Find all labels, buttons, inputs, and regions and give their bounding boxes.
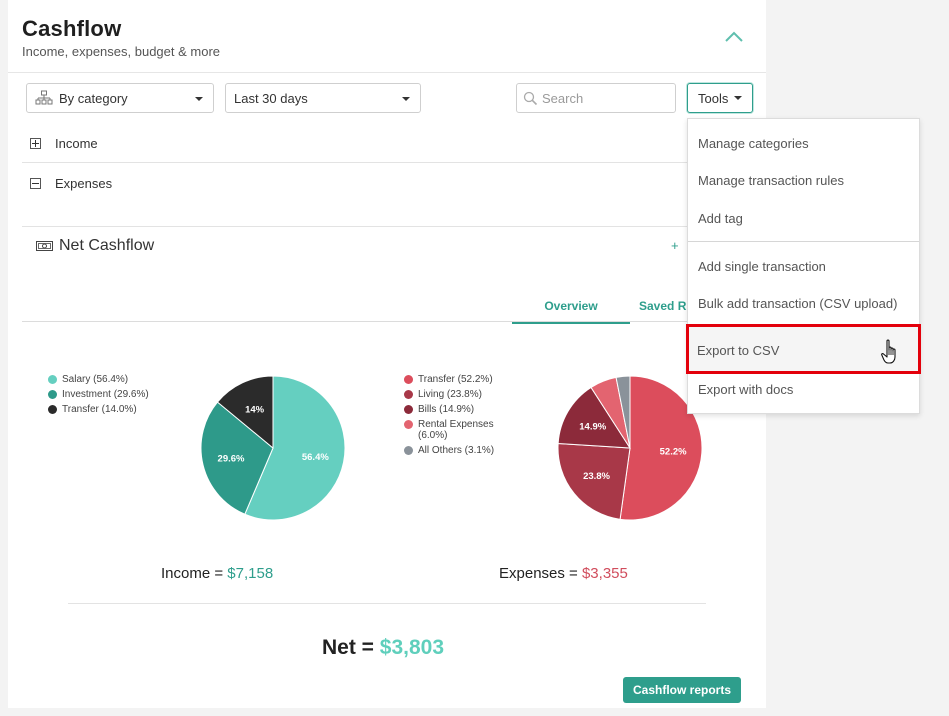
header-divider: [8, 72, 766, 73]
legend-label: Investment (29.6%): [62, 389, 149, 400]
expenses-pie-label: 14.9%: [579, 422, 606, 433]
income-pie-label: 56.4%: [302, 452, 329, 463]
income-pie-slice[interactable]: [216, 375, 274, 450]
legend-label: Transfer (14.0%): [62, 404, 137, 415]
page-title: Cashflow: [22, 16, 122, 41]
menu-item-export-docs[interactable]: Export with docs: [698, 382, 794, 397]
tab-overview[interactable]: Overview: [512, 299, 630, 324]
net-total-label: Net =: [322, 636, 380, 659]
row-divider: [22, 162, 762, 163]
expand-icon[interactable]: [30, 137, 41, 149]
menu-divider: [688, 241, 919, 242]
legend-swatch: [404, 375, 413, 384]
net-total: Net = $3,803: [322, 636, 444, 660]
net-cashflow-add[interactable]: +: [671, 238, 679, 253]
income-pie-slice[interactable]: [244, 375, 346, 521]
income-legend: Salary (56.4%) Investment (29.6%) Transfer…: [48, 374, 149, 419]
date-range-value: Last 30 days: [234, 90, 308, 106]
menu-item-manage-rules[interactable]: Manage transaction rules: [698, 173, 844, 188]
expenses-legend-item: Rental Expenses (6.0%): [404, 419, 514, 441]
expenses-legend-item: Bills (14.9%): [404, 404, 514, 415]
net-cashflow-heading: Net Cashflow: [36, 237, 154, 255]
caret-down-icon: [402, 97, 410, 101]
expenses-pie-label: 23.8%: [583, 471, 610, 482]
org-chart-icon: [35, 90, 53, 105]
expenses-row-label: Expenses: [55, 175, 113, 191]
legend-swatch: [404, 390, 413, 399]
expenses-pie-chart: 52.2% 23.8% 14.9%: [557, 375, 703, 521]
expenses-pie-slice[interactable]: [557, 442, 631, 520]
caret-down-icon: [195, 97, 203, 101]
expenses-legend-item: All Others (3.1%): [404, 445, 514, 456]
caret-down-icon: [734, 96, 743, 100]
income-pie-slice[interactable]: [200, 401, 274, 515]
legend-label: Salary (56.4%): [62, 374, 129, 385]
menu-item-bulk-add[interactable]: Bulk add transaction (CSV upload): [698, 296, 898, 311]
income-total: Income = $7,158: [161, 565, 273, 582]
expenses-pie-slice[interactable]: [619, 375, 703, 521]
search-icon: [523, 91, 538, 105]
tools-label: Tools: [698, 90, 729, 106]
export-csv-highlight[interactable]: Export to CSV: [686, 324, 921, 374]
income-legend-item: Investment (29.6%): [48, 389, 149, 400]
expenses-legend: Transfer (52.2%) Living (23.8%) Bills (14.…: [404, 374, 514, 460]
menu-item-export-csv[interactable]: Export to CSV: [697, 343, 780, 358]
row-divider: [22, 226, 762, 227]
tab-saved-reports[interactable]: Saved R: [639, 299, 687, 313]
income-row[interactable]: Income: [22, 134, 762, 152]
menu-item-add-single[interactable]: Add single transaction: [698, 259, 826, 274]
menu-item-manage-categories[interactable]: Manage categories: [698, 136, 809, 151]
cash-icon: [36, 241, 53, 251]
income-pie-label: 29.6%: [218, 454, 245, 465]
legend-swatch: [404, 405, 413, 414]
income-pie-label: 14%: [245, 404, 265, 415]
cashflow-card: Cashflow Income, expenses, budget & more…: [8, 0, 766, 708]
group-by-dropdown[interactable]: By category: [26, 83, 214, 113]
expenses-pie-slice[interactable]: [615, 375, 631, 449]
hand-cursor-icon: [881, 339, 896, 364]
net-total-amount: $3,803: [379, 636, 445, 659]
legend-swatch: [48, 390, 57, 399]
search-box[interactable]: [516, 83, 676, 113]
income-legend-item: Salary (56.4%): [48, 374, 149, 385]
legend-swatch: [404, 420, 413, 429]
date-range-dropdown[interactable]: Last 30 days: [225, 83, 421, 113]
legend-label: Rental Expenses (6.0%): [418, 419, 494, 441]
legend-label: All Others (3.1%): [418, 445, 495, 456]
expenses-total-amount: $3,355: [581, 565, 628, 582]
legend-swatch: [404, 446, 413, 455]
income-legend-item: Transfer (14.0%): [48, 404, 149, 415]
net-cashflow-label: Net Cashflow: [59, 237, 155, 254]
expenses-row[interactable]: Expenses: [22, 174, 762, 192]
expenses-pie-slice[interactable]: [557, 386, 631, 449]
menu-item-add-tag[interactable]: Add tag: [698, 211, 743, 226]
tools-button[interactable]: Tools: [687, 83, 753, 113]
legend-swatch: [48, 375, 57, 384]
expenses-legend-item: Living (23.8%): [404, 389, 514, 400]
income-total-amount: $7,158: [227, 565, 274, 582]
expenses-pie-label: 52.2%: [660, 446, 687, 457]
expenses-total: Expenses = $3,355: [499, 565, 628, 582]
group-by-value: By category: [59, 90, 128, 106]
collapse-icon[interactable]: [30, 177, 41, 189]
income-row-label: Income: [55, 135, 98, 151]
income-pie-chart: 56.4% 29.6% 14%: [200, 375, 346, 521]
legend-label: Transfer (52.2%): [418, 374, 493, 385]
chevron-up-icon[interactable]: [722, 26, 746, 48]
legend-label: Living (23.8%): [418, 389, 482, 400]
legend-label: Bills (14.9%): [418, 404, 475, 415]
expenses-total-label: Expenses =: [499, 565, 582, 582]
tabs-divider: [22, 321, 762, 322]
legend-swatch: [48, 405, 57, 414]
page-subtitle: Income, expenses, budget & more: [22, 44, 221, 59]
expenses-legend-item: Transfer (52.2%): [404, 374, 514, 385]
totals-divider: [68, 603, 706, 604]
cashflow-reports-button[interactable]: Cashflow reports: [623, 677, 741, 703]
search-input[interactable]: [542, 90, 662, 106]
income-total-label: Income =: [161, 565, 228, 582]
